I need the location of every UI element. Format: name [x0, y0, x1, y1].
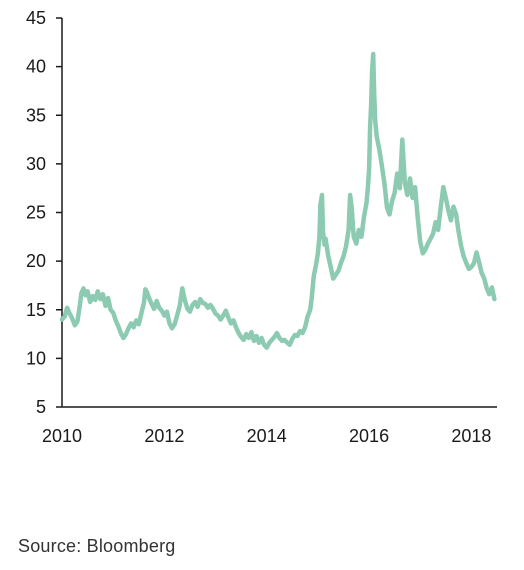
y-tick-label: 40 [26, 57, 46, 77]
source-note: Source: Bloomberg [18, 536, 176, 556]
x-tick-label: 2014 [247, 426, 287, 446]
y-axis-ticks: 5 10 15 20 25 30 35 40 45 [26, 8, 62, 417]
y-tick-label: 10 [26, 348, 46, 368]
x-tick-label: 2016 [349, 426, 389, 446]
y-tick-label: 25 [26, 203, 46, 223]
y-tick-label: 5 [36, 397, 46, 417]
line-chart: 5 10 15 20 25 30 35 40 45 2010 2012 2014 2016 2018 [26, 8, 497, 446]
y-tick-label: 20 [26, 251, 46, 271]
x-tick-label: 2010 [42, 426, 82, 446]
series-line [59, 51, 497, 350]
y-tick-label: 45 [26, 8, 46, 28]
x-tick-label: 2018 [451, 426, 491, 446]
y-tick-label: 15 [26, 300, 46, 320]
y-tick-label: 35 [26, 105, 46, 125]
x-axis-ticks: 2010 2012 2014 2016 2018 [42, 426, 491, 446]
x-tick-label: 2012 [144, 426, 184, 446]
y-tick-label: 30 [26, 154, 46, 174]
